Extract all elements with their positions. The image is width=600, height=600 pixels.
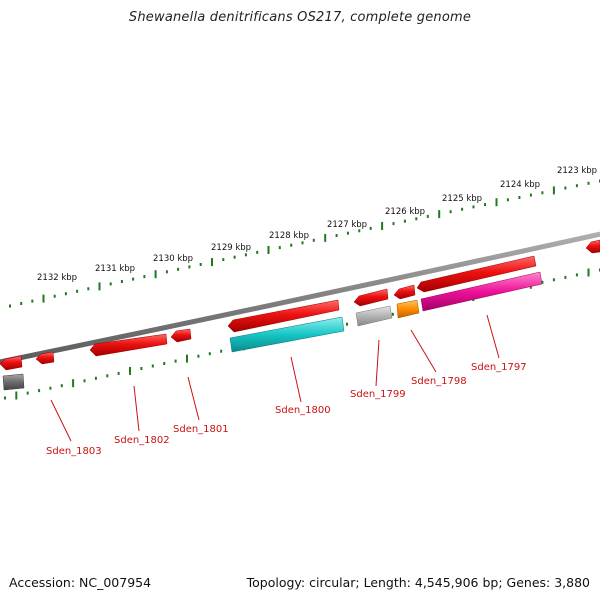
kbp-label-2130: 2130 kbp xyxy=(153,254,193,264)
cds-arrow-left-edge xyxy=(0,355,23,371)
cds-arrow-sden-1802 xyxy=(89,333,168,357)
kbp-labels: 2123 kbp 2124 kbp 2125 kbp 2126 kbp 2127… xyxy=(37,166,597,283)
gene-label-sden-1802: Sden_1802 xyxy=(114,435,170,446)
genome-summary: Topology: circular; Length: 4,545,906 bp… xyxy=(246,575,590,590)
leader-sden-1800 xyxy=(290,356,302,403)
cds-arrow-sden-1800 xyxy=(227,299,340,333)
leader-sden-1798 xyxy=(410,329,437,373)
kbp-label-2124: 2124 kbp xyxy=(500,180,540,190)
leader-sden-1803 xyxy=(50,399,72,442)
gene-leader-lines xyxy=(50,314,500,442)
kbp-label-2128: 2128 kbp xyxy=(269,231,309,241)
genome-backbone xyxy=(0,231,600,365)
leader-sden-1801 xyxy=(187,376,200,421)
gene-label-sden-1803: Sden_1803 xyxy=(46,446,102,457)
outer-scale xyxy=(9,179,600,308)
accession-label: Accession: NC_007954 xyxy=(9,575,152,590)
map-title: Shewanella denitrificans OS217, complete… xyxy=(128,10,472,25)
feature-bar-gray xyxy=(355,305,393,327)
kbp-label-2123: 2123 kbp xyxy=(557,166,597,176)
gene-label-sden-1797: Sden_1797 xyxy=(471,362,527,373)
gene-label-sden-1798: Sden_1798 xyxy=(411,376,467,387)
gene-labels: Sden_1797 Sden_1798 Sden_1799 Sden_1800 … xyxy=(46,362,527,457)
leader-sden-1802 xyxy=(133,385,140,432)
leader-sden-1797 xyxy=(486,314,500,359)
kbp-label-2125: 2125 kbp xyxy=(442,194,482,204)
gene-label-sden-1799: Sden_1799 xyxy=(350,389,406,400)
cds-arrow-sden-1801 xyxy=(170,328,192,343)
leader-sden-1799 xyxy=(375,339,380,387)
cds-arrow-sden-1799 xyxy=(353,288,389,307)
feature-bar-orange xyxy=(396,299,420,319)
gene-label-sden-1801: Sden_1801 xyxy=(173,424,229,435)
feature-bar-dark-gray xyxy=(2,373,25,391)
kbp-label-2132: 2132 kbp xyxy=(37,273,77,283)
kbp-label-2131: 2131 kbp xyxy=(95,264,135,274)
cds-arrow-sden-1798 xyxy=(393,284,416,300)
forward-strand-features xyxy=(0,239,600,371)
kbp-label-2126: 2126 kbp xyxy=(385,207,425,217)
kbp-label-2127: 2127 kbp xyxy=(327,220,367,230)
cds-arrow-sden-1797 xyxy=(416,255,537,293)
feature-track-2 xyxy=(2,271,543,391)
kbp-label-2129: 2129 kbp xyxy=(211,243,251,253)
cds-arrow-right-edge xyxy=(585,239,600,254)
gene-label-sden-1800: Sden_1800 xyxy=(275,405,331,416)
feature-bar-magenta xyxy=(420,271,543,312)
feature-bar-cyan xyxy=(229,316,345,353)
cds-arrow-sden-1803 xyxy=(35,351,55,365)
